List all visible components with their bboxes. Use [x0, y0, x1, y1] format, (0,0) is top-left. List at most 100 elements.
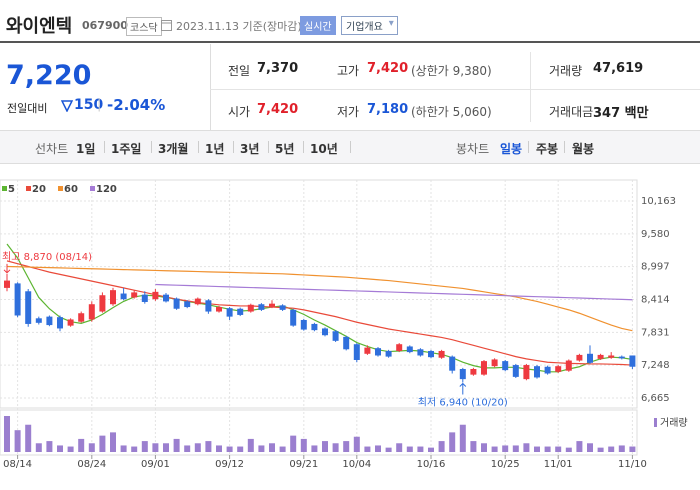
- current-price: 7,220: [6, 60, 92, 91]
- period-tab[interactable]: 1년: [205, 142, 225, 156]
- candle-body: [353, 344, 360, 360]
- y-tick-label: 9,580: [641, 229, 670, 240]
- volume-bar: [491, 446, 498, 452]
- row-line: [210, 89, 700, 90]
- company-info-button[interactable]: 기업개요 ▾: [341, 16, 398, 35]
- volume-bar: [279, 446, 286, 452]
- summary-label: 거래량: [549, 64, 583, 78]
- candle-body: [226, 308, 233, 317]
- y-tick-label: 8,997: [641, 262, 670, 273]
- candle-body: [173, 298, 180, 309]
- candle-body: [544, 366, 551, 374]
- summary-label: 저가: [337, 105, 360, 119]
- candle-body: [417, 349, 424, 356]
- divider: |: [97, 97, 102, 112]
- x-tick-label: 11/10: [618, 459, 647, 470]
- candle-body: [57, 317, 63, 329]
- x-tick-label: 10/25: [491, 459, 520, 470]
- candle-body: [629, 355, 636, 367]
- volume-bar: [459, 424, 466, 452]
- candle-body: [141, 294, 148, 302]
- volume-bar: [502, 445, 509, 452]
- period-tab[interactable]: 3개월: [158, 142, 189, 156]
- calendar-icon: [161, 20, 172, 31]
- candle-body: [565, 360, 572, 371]
- volume-bar: [237, 446, 244, 452]
- volume-bar: [555, 446, 562, 452]
- candle-body: [131, 292, 138, 298]
- candle-body: [216, 307, 222, 312]
- volume-bar: [216, 445, 222, 452]
- legend-swatch: [58, 186, 63, 191]
- candle-body: [237, 308, 244, 315]
- ma-line: [6, 260, 633, 366]
- period-tab[interactable]: 5년: [275, 142, 295, 156]
- volume-bar: [512, 445, 519, 452]
- volume-bar: [629, 446, 636, 452]
- market-badge: 코스닥: [126, 17, 162, 36]
- candle-body: [279, 305, 286, 310]
- y-tick-label: 10,163: [641, 196, 676, 207]
- volume-bar: [258, 445, 265, 452]
- volume-bar: [247, 438, 254, 452]
- legend-label: 거래량: [660, 417, 688, 429]
- candle-body: [438, 350, 445, 358]
- volume-bar: [332, 443, 339, 452]
- volume-bar: [470, 441, 477, 452]
- summary-label: 전일: [228, 64, 251, 78]
- period-tab[interactable]: 1일: [76, 142, 96, 156]
- summary-value: 47,619: [593, 61, 644, 76]
- base-date: 2023.11.13 기준(장마감): [176, 20, 302, 33]
- divider-line: [210, 44, 211, 130]
- candle-tab[interactable]: 월봉: [572, 142, 595, 156]
- volume-bar: [449, 432, 456, 452]
- candle-body: [46, 316, 53, 326]
- candle-body: [205, 300, 212, 312]
- candle-tab[interactable]: 일봉: [500, 142, 523, 156]
- tab-title: 봉차트: [456, 142, 490, 156]
- candle-body: [322, 328, 328, 336]
- candle-body: [35, 318, 42, 323]
- summary-label: 거래대금: [549, 105, 594, 119]
- ma-line: [6, 265, 633, 332]
- candle-body: [311, 323, 318, 331]
- volume-bar: [46, 441, 53, 452]
- candle-body: [597, 354, 604, 359]
- volume-bar: [618, 445, 625, 452]
- candle-body: [343, 336, 350, 350]
- volume-bar: [194, 443, 201, 452]
- candle-tab[interactable]: 주봉: [536, 142, 559, 156]
- x-tick-label: 08/14: [3, 459, 32, 470]
- company-info-label: 기업개요: [346, 22, 383, 33]
- candle-body: [332, 331, 339, 341]
- volume-bar: [35, 443, 42, 452]
- volume-bar: [322, 441, 328, 452]
- candle-body: [587, 353, 593, 363]
- candle-body: [618, 356, 625, 359]
- y-tick-label: 7,831: [641, 327, 670, 338]
- volume-bar: [396, 443, 403, 452]
- candle-body: [247, 304, 254, 312]
- volume-bar: [131, 446, 138, 452]
- stock-code: 067900: [82, 19, 128, 32]
- volume-bar: [78, 438, 85, 452]
- summary-note: (하한가 5,060): [411, 105, 492, 119]
- volume-bar: [141, 441, 148, 452]
- volume-bar: [163, 443, 169, 452]
- realtime-badge[interactable]: 실시간: [300, 16, 336, 35]
- candle-body: [396, 344, 403, 351]
- volume-bar: [417, 446, 424, 452]
- y-tick-label: 7,248: [641, 360, 670, 371]
- period-tab[interactable]: 10년: [310, 142, 338, 156]
- volume-bar: [300, 438, 307, 452]
- candle-body: [152, 291, 159, 300]
- ma-line: [155, 283, 633, 301]
- period-tab[interactable]: 1주일: [111, 142, 142, 156]
- candle-body: [534, 366, 540, 378]
- candle-body: [269, 303, 275, 308]
- volume-bar: [406, 446, 413, 452]
- volume-bar: [353, 436, 360, 452]
- candle-body: [428, 350, 434, 358]
- period-tab[interactable]: 3년: [240, 142, 260, 156]
